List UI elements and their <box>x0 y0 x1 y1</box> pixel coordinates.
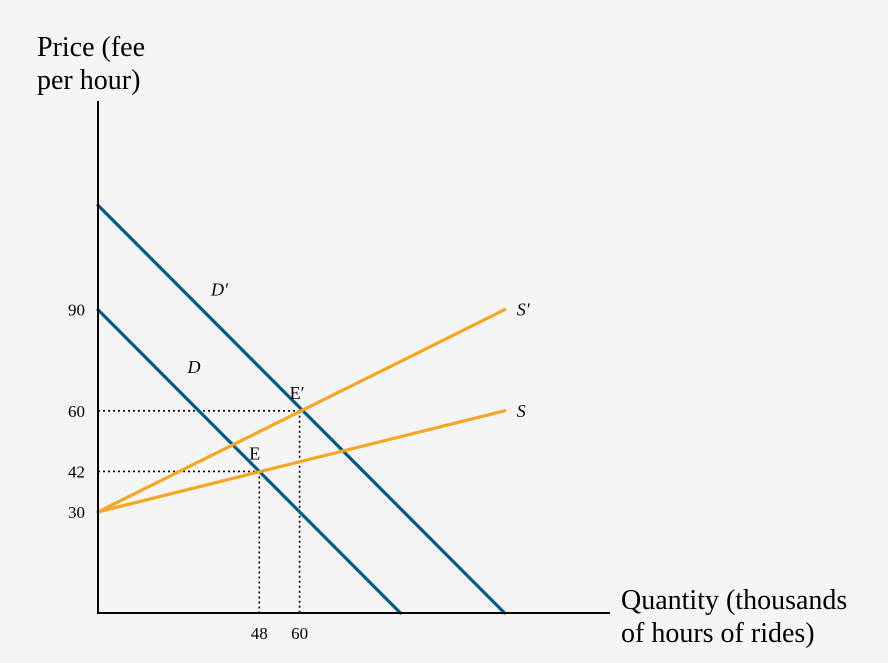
label-d-prime: D′ <box>210 279 229 299</box>
y-tick-60: 60 <box>68 402 85 421</box>
curve-s <box>96 409 507 514</box>
y-tick-90: 90 <box>68 301 85 320</box>
x-tick-48: 48 <box>251 624 268 643</box>
y-axis-title: Price (fee per hour) <box>37 32 152 96</box>
curve-d <box>96 308 402 615</box>
equilibrium-e: E <box>249 443 260 463</box>
y-tick-42: 42 <box>68 462 85 481</box>
y-tick-30: 30 <box>68 503 85 522</box>
y-axis-title-line-1: Price (fee <box>37 32 145 63</box>
equilibrium-e-prime: E′ <box>290 383 305 403</box>
curves <box>96 203 507 615</box>
x-axis-title: Quantity (thousands of hours of rides) <box>621 585 854 649</box>
y-axis-title-line-2: per hour) <box>37 65 140 96</box>
tick-labels: 30 42 60 90 48 60 <box>68 301 308 643</box>
curve-labels: D′ D S′ S E E′ <box>186 279 530 463</box>
x-tick-60: 60 <box>291 624 308 643</box>
label-d: D <box>186 357 200 377</box>
x-axis-title-line-2: of hours of rides) <box>621 618 815 649</box>
label-s-prime: S′ <box>517 300 531 320</box>
curve-s-prime <box>96 308 507 514</box>
guide-lines <box>98 409 301 613</box>
label-s: S <box>517 401 526 421</box>
x-axis-title-line-1: Quantity (thousands <box>621 585 847 616</box>
axes <box>97 101 610 614</box>
